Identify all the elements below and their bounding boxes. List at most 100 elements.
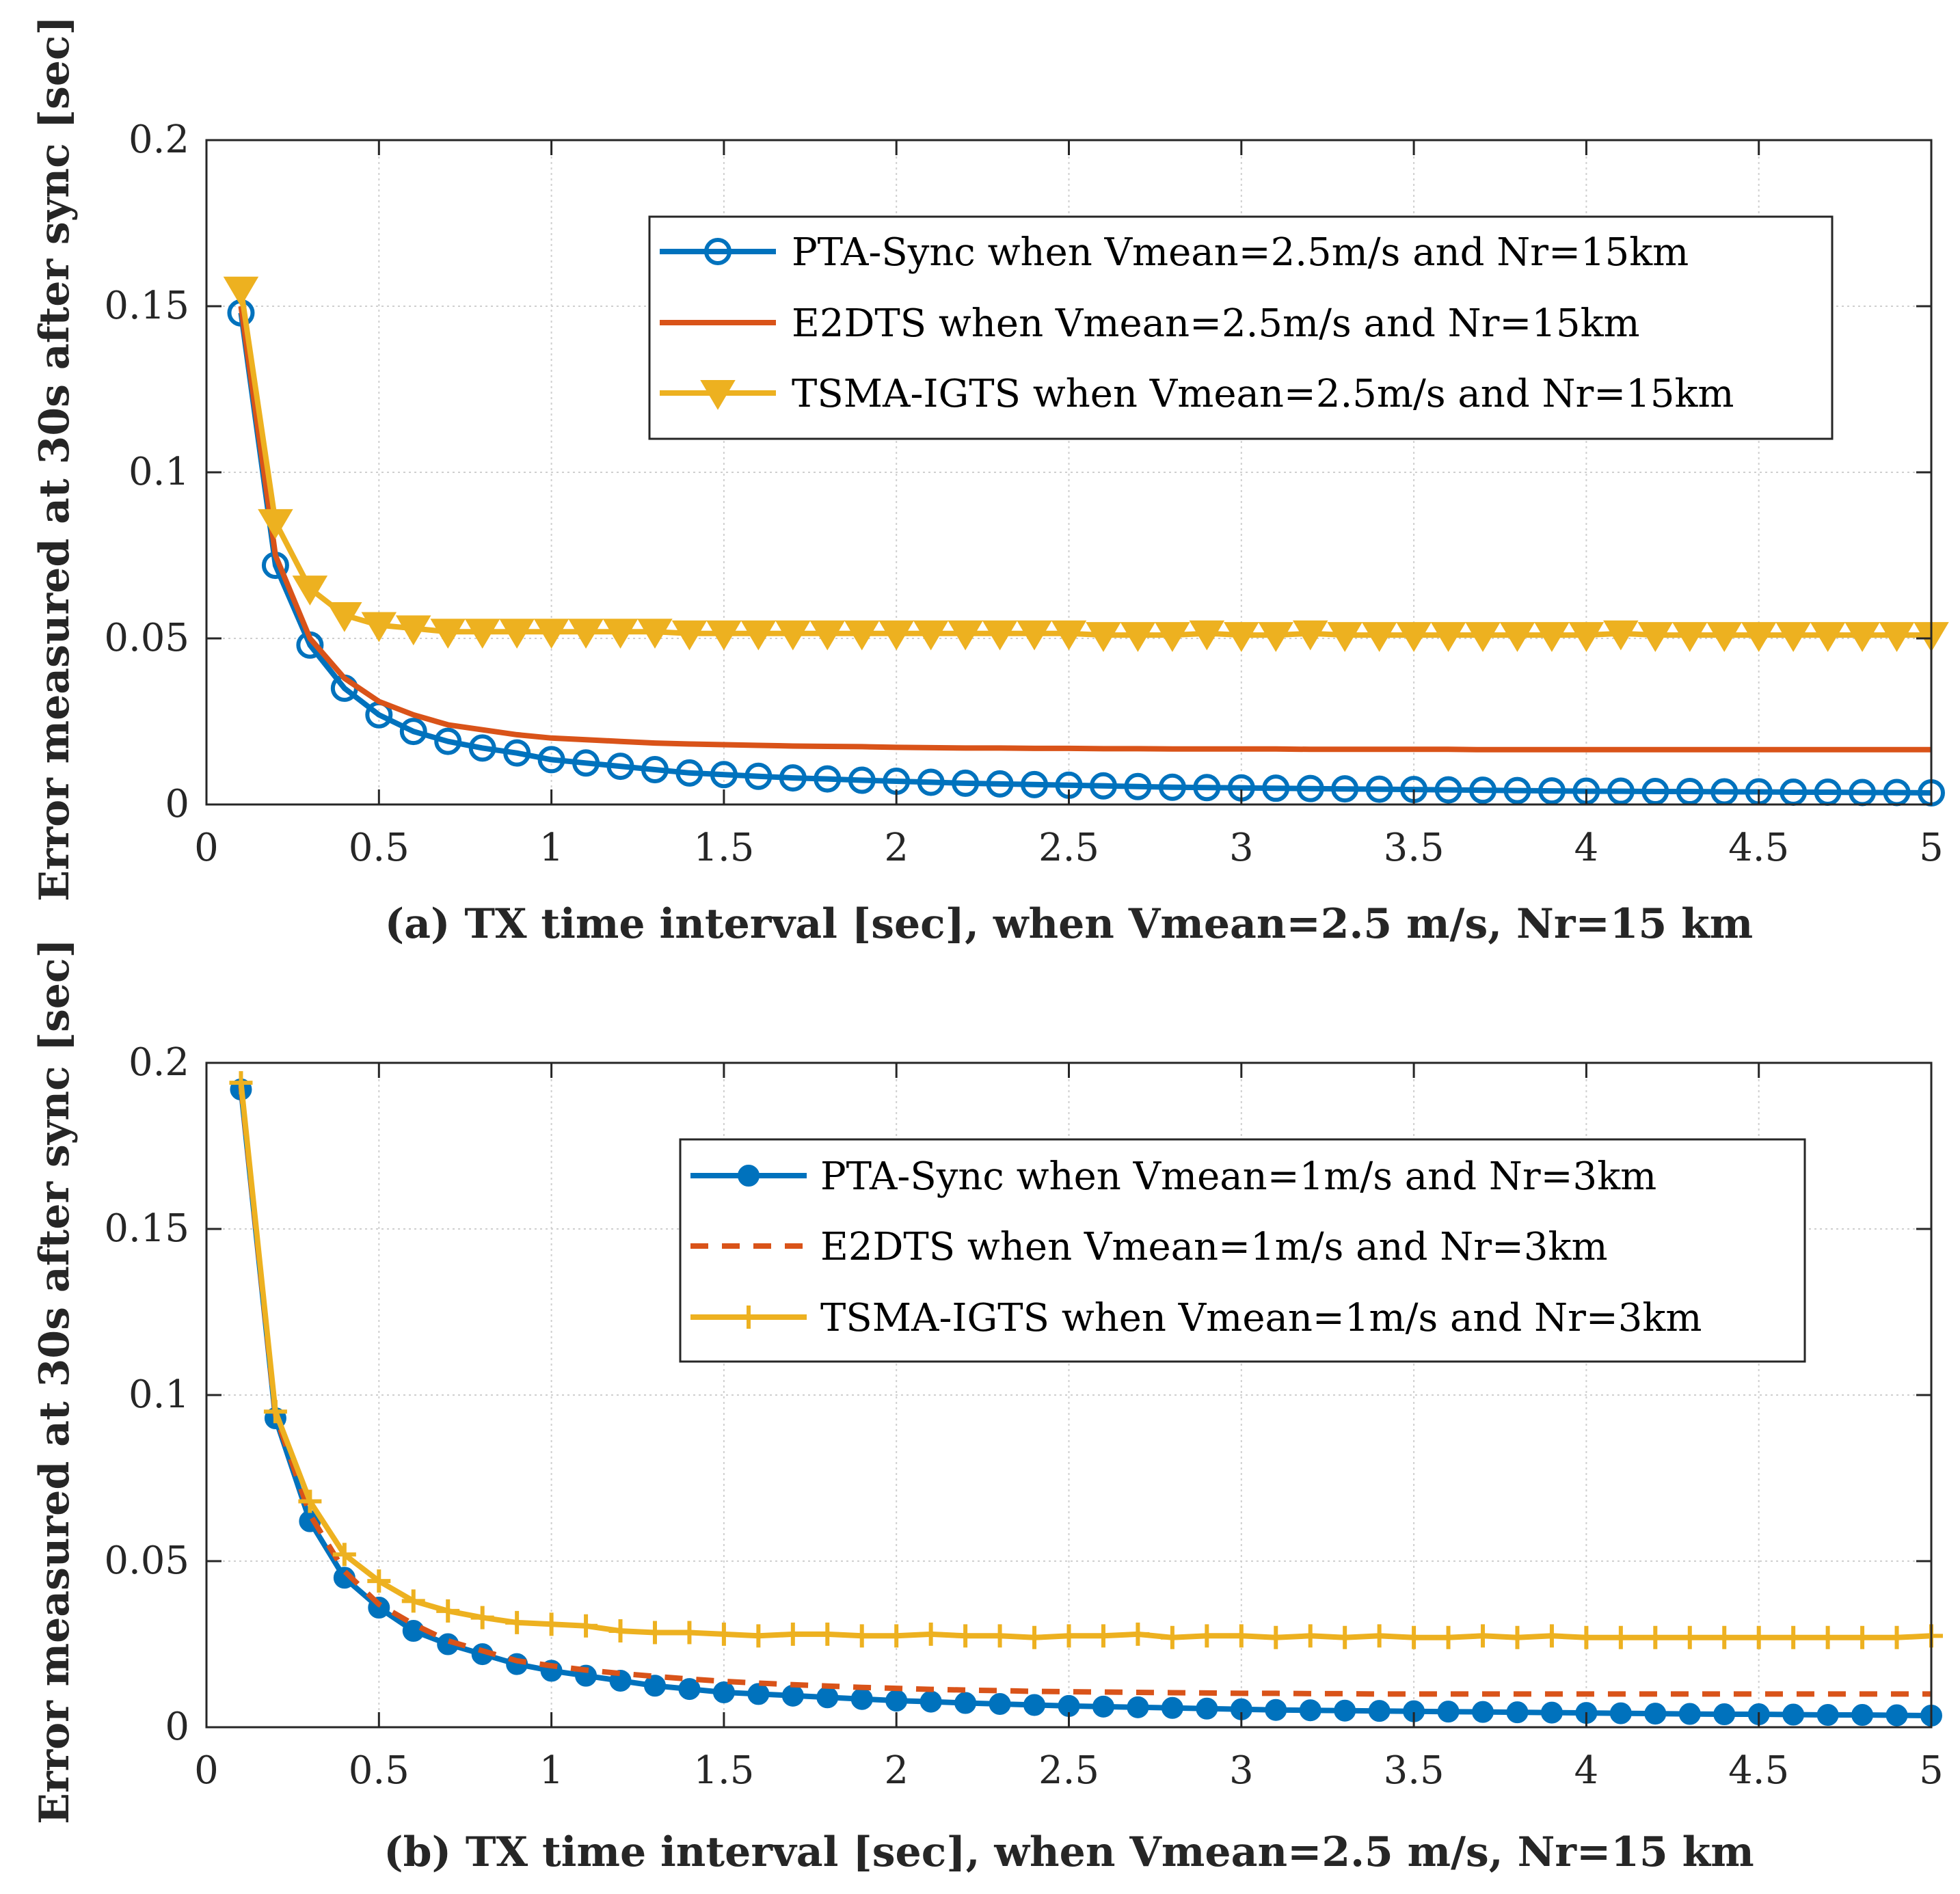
plot-area-a <box>223 276 1949 807</box>
legend-b: PTA-Sync when Vmean=1m/s and Nr=3km E2DT… <box>679 1138 1806 1363</box>
data-point-marker <box>1196 1697 1218 1720</box>
data-point-marker <box>712 1681 735 1703</box>
data-point-marker <box>1299 1699 1321 1722</box>
y-tick-label: 0.15 <box>104 284 189 328</box>
data-point-marker <box>1017 620 1052 651</box>
y-tick-label: 0.1 <box>129 1372 189 1417</box>
legend-marker <box>737 1305 760 1329</box>
data-point-marker <box>1782 1625 1805 1649</box>
legend-marker <box>738 1165 760 1187</box>
data-point-marker <box>744 762 773 790</box>
data-point-marker <box>1334 1699 1356 1722</box>
data-point-marker <box>1089 772 1117 800</box>
data-point-marker <box>505 1610 529 1634</box>
data-point-marker <box>637 619 673 649</box>
data-point-marker <box>1327 622 1362 652</box>
data-point-marker <box>844 620 880 651</box>
data-point-marker <box>816 1686 839 1709</box>
data-point-marker <box>1296 774 1324 802</box>
data-point-marker <box>499 619 535 649</box>
data-point-marker <box>1506 1701 1529 1724</box>
data-point-marker <box>608 1619 632 1643</box>
data-point-marker <box>606 753 634 781</box>
data-point-marker <box>1189 620 1225 651</box>
data-point-marker <box>533 619 569 649</box>
x-tick-label: 4.5 <box>1728 826 1789 870</box>
data-point-marker <box>436 1599 460 1623</box>
data-point-marker <box>1124 772 1152 800</box>
data-point-marker <box>1160 1625 1184 1649</box>
legend-entry-e2dts-a: E2DTS when Vmean=2.5m/s and Nr=15km <box>792 301 1640 346</box>
x-axis-label-b: (b) TX time interval [sec], when Vmean=2… <box>384 1828 1754 1876</box>
data-point-marker <box>1540 1624 1563 1648</box>
x-tick-label: 0 <box>194 1748 219 1793</box>
data-point-marker <box>1086 622 1121 652</box>
data-point-marker <box>1091 1624 1115 1648</box>
data-point-marker <box>402 1620 425 1642</box>
data-point-marker <box>1782 1703 1805 1726</box>
data-point-marker <box>885 1624 909 1648</box>
data-point-marker <box>1430 622 1466 652</box>
panel-b: 0 0.5 1 1.5 2 2.5 3 3.5 4 4.5 5 0 0.05 0.1 0.15 0.2 (b)… <box>31 938 1944 1876</box>
data-point-marker <box>539 1612 563 1636</box>
legend-entry-tsma-igts-a: TSMA-IGTS when Vmean=2.5m/s and Nr=15km <box>792 372 1734 416</box>
data-point-marker <box>913 620 949 651</box>
data-point-marker <box>919 1622 943 1646</box>
data-point-marker <box>919 1690 942 1713</box>
y-axis-label-b: Error measured at 30s after sync [sec] <box>31 938 79 1824</box>
data-point-marker <box>1810 622 1846 652</box>
y-axis-label-a: Error measured at 30s after sync [sec] <box>31 16 79 902</box>
data-point-marker <box>1538 777 1566 805</box>
y-tick-label: 0.05 <box>104 1539 189 1583</box>
data-point-marker <box>1676 778 1704 806</box>
data-point-marker <box>1503 776 1531 804</box>
legend-entry-pta-sync-a: PTA-Sync when Vmean=2.5m/s and Nr=15km <box>792 230 1689 275</box>
data-point-marker <box>229 1071 253 1095</box>
x-tick-label: 0.5 <box>349 826 410 870</box>
data-point-marker <box>327 601 362 632</box>
x-axis-label-a: (a) TX time interval [sec], when Vmean=2… <box>385 900 1753 948</box>
data-point-marker <box>1365 775 1393 803</box>
data-point-marker <box>781 1622 805 1646</box>
series-line-1 <box>238 306 1931 753</box>
data-point-marker <box>1607 777 1635 805</box>
data-point-marker <box>1292 620 1328 651</box>
data-point-marker <box>572 749 600 777</box>
data-point-marker <box>1644 1703 1667 1725</box>
x-tick-label: 4 <box>1574 1748 1599 1793</box>
data-point-marker <box>671 620 708 651</box>
data-point-marker <box>781 1684 804 1707</box>
data-point-marker <box>1851 1704 1874 1727</box>
data-point-marker <box>1195 1624 1219 1648</box>
data-point-marker <box>1534 622 1570 652</box>
data-point-marker <box>982 620 1018 651</box>
data-point-marker <box>1641 778 1669 806</box>
data-point-marker <box>1885 1625 1909 1649</box>
data-point-marker <box>954 1624 978 1648</box>
data-point-marker <box>1499 622 1535 652</box>
y-tick-label: 0.05 <box>104 616 189 660</box>
data-point-marker <box>809 620 846 651</box>
data-point-marker <box>816 1622 840 1646</box>
data-point-marker <box>678 1678 701 1701</box>
data-point-marker <box>1265 1699 1287 1721</box>
x-tick-label: 1 <box>539 1748 564 1793</box>
x-tick-label: 3.5 <box>1384 826 1445 870</box>
x-tick-label: 4.5 <box>1728 1748 1789 1793</box>
data-point-marker <box>952 769 980 797</box>
legend-symbol-pta-sync-a <box>660 238 776 265</box>
data-point-marker <box>1127 1696 1149 1718</box>
data-point-marker <box>1747 1625 1771 1649</box>
data-point-marker <box>986 770 1014 798</box>
data-point-marker <box>1023 1694 1046 1716</box>
data-point-marker <box>1885 1704 1908 1727</box>
data-point-marker <box>850 1688 873 1710</box>
data-point-marker <box>367 1569 391 1593</box>
data-point-marker <box>1672 622 1708 652</box>
data-point-marker <box>954 1692 977 1714</box>
data-point-marker <box>1155 622 1190 652</box>
legend-a: PTA-Sync when Vmean=2.5m/s and Nr=15km E… <box>648 215 1834 440</box>
data-point-marker <box>399 718 427 746</box>
data-point-marker <box>1775 622 1811 652</box>
